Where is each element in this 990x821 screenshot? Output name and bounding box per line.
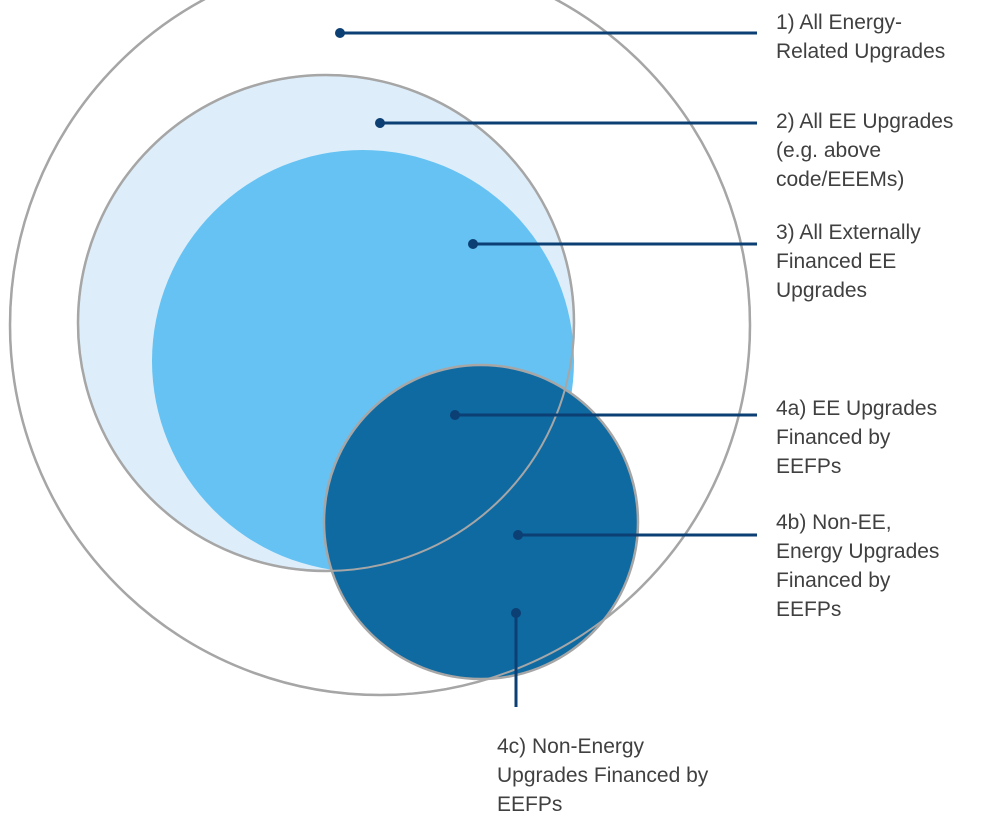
eefp-financed-circle [322,363,640,681]
label-non-energy-upgrades: 4c) Non-Energy Upgrades Financed by EEFP… [497,735,709,816]
leader-dot-2 [375,118,385,128]
label-externally-financed-ee: 3) All Externally Financed EE Upgrades [776,221,921,302]
label-ee-upgrades-eefp: 4a) EE Upgrades Financed by EEFPs [776,397,938,478]
leader-dot-3 [468,239,478,249]
label-all-energy-upgrades: 1) All Energy- Related Upgrades [776,11,946,63]
all-energy-upgrades-outline [9,0,751,696]
leader-dot-4c [511,608,521,618]
leader-dot-1 [335,28,345,38]
all-ee-upgrades-outline [77,74,575,572]
label-all-ee-upgrades: 2) All EE Upgrades (e.g. above code/EEEM… [776,110,954,191]
leader-dot-4a [450,410,460,420]
label-non-ee-energy-upgrades: 4b) Non-EE, Energy Upgrades Financed by … [776,511,940,621]
leader-dot-4b [513,530,523,540]
